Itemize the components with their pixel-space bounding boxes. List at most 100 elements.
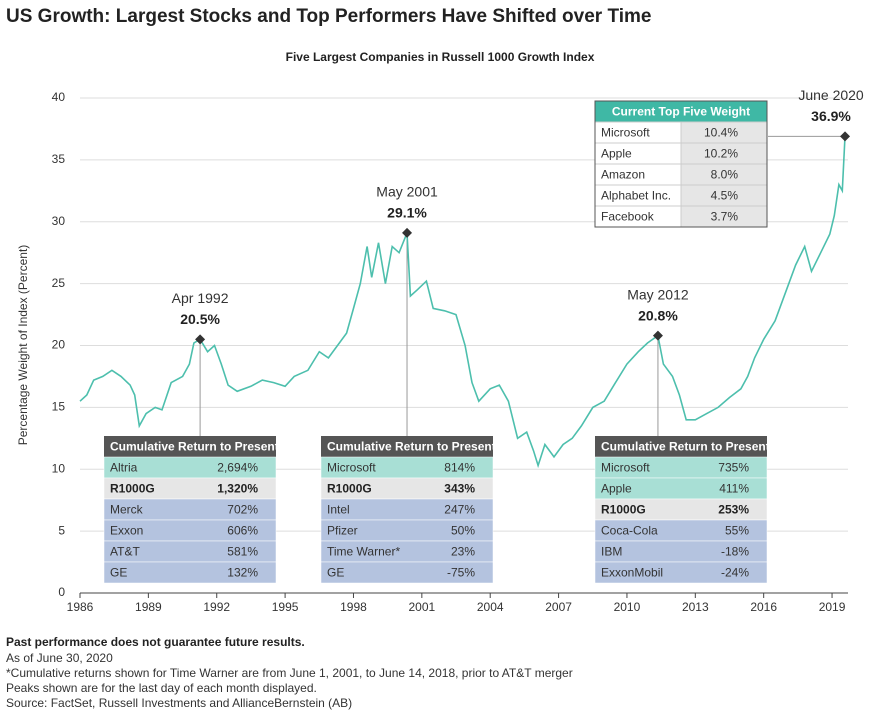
- x-tick-label: 2016: [750, 600, 777, 614]
- footnote: Source: FactSet, Russell Investments and…: [6, 696, 352, 710]
- peak-marker: [652, 330, 663, 341]
- y-tick-label: 25: [52, 276, 66, 290]
- row-name: ExxonMobil: [601, 566, 663, 580]
- row-name: R1000G: [110, 482, 155, 496]
- row-value: 55%: [725, 524, 749, 538]
- row-value: 10.2%: [704, 147, 738, 161]
- y-tick-label: 30: [52, 214, 66, 228]
- footnote: Peaks shown are for the last day of each…: [6, 681, 317, 695]
- row-value: -75%: [447, 566, 475, 580]
- footnote-bold: Past performance does not guarantee futu…: [6, 635, 305, 649]
- row-value: 23%: [451, 545, 475, 559]
- row-name: Alphabet Inc.: [601, 189, 671, 203]
- row-name: Microsoft: [601, 461, 650, 475]
- x-tick-label: 2013: [682, 600, 709, 614]
- table-row: [594, 561, 768, 584]
- table-title: Cumulative Return to Present: [327, 440, 496, 454]
- table-title: Cumulative Return to Present: [110, 440, 279, 454]
- row-value: -24%: [721, 566, 749, 580]
- row-name: Apple: [601, 482, 632, 496]
- row-name: Intel: [327, 503, 350, 517]
- row-value: 814%: [444, 461, 475, 475]
- row-value: 343%: [444, 482, 475, 496]
- row-value: 132%: [227, 566, 258, 580]
- row-value: 8.0%: [711, 168, 739, 182]
- row-value: 581%: [227, 545, 258, 559]
- row-name: Time Warner*: [327, 545, 400, 559]
- y-tick-label: 35: [52, 152, 66, 166]
- row-name: Microsoft: [327, 461, 376, 475]
- row-name: Pfizer: [327, 524, 358, 538]
- row-name: Coca-Cola: [601, 524, 658, 538]
- row-name: Merck: [110, 503, 144, 517]
- x-tick-label: 1986: [67, 600, 94, 614]
- row-value: 702%: [227, 503, 258, 517]
- x-tick-label: 2001: [408, 600, 435, 614]
- y-tick-label: 5: [58, 523, 65, 537]
- table-title: Cumulative Return to Present: [601, 440, 770, 454]
- table-row: [103, 561, 277, 584]
- x-tick-label: 1989: [135, 600, 162, 614]
- x-tick-label: 1995: [272, 600, 299, 614]
- row-value: 10.4%: [704, 126, 738, 140]
- row-name: AT&T: [110, 545, 140, 559]
- row-name: Apple: [601, 147, 632, 161]
- row-value: 735%: [718, 461, 749, 475]
- line: [79, 136, 846, 469]
- row-name: Altria: [110, 461, 138, 475]
- chart-title: US Growth: Largest Stocks and Top Perfor…: [6, 6, 651, 27]
- table-border: [594, 100, 768, 228]
- row-name: GE: [327, 566, 344, 580]
- table-header: [104, 436, 276, 457]
- x-tick-label: 2004: [477, 600, 504, 614]
- peak-marker: [840, 131, 851, 142]
- x-tick-label: 1992: [203, 600, 230, 614]
- row-value: 247%: [444, 503, 475, 517]
- chart-subtitle: Five Largest Companies in Russell 1000 G…: [286, 50, 595, 64]
- row-value: 1,320%: [217, 482, 258, 496]
- row-name: Amazon: [601, 168, 645, 182]
- annotation-value: 29.1%: [387, 205, 427, 221]
- row-value: 4.5%: [711, 189, 739, 203]
- row-value: 411%: [719, 482, 749, 496]
- y-tick-label: 0: [58, 585, 65, 599]
- x-tick-label: 1998: [340, 600, 367, 614]
- row-value: -18%: [721, 545, 749, 559]
- y-axis-label: Percentage Weight of Index (Percent): [16, 245, 30, 446]
- table-header: [595, 101, 767, 122]
- table-row: [320, 561, 494, 584]
- row-value: 50%: [451, 524, 475, 538]
- row-name: R1000G: [327, 482, 372, 496]
- footnote: *Cumulative returns shown for Time Warne…: [6, 666, 573, 680]
- annotation-date: June 2020: [798, 87, 864, 103]
- footnote: As of June 30, 2020: [6, 651, 113, 665]
- peak-marker: [195, 334, 206, 345]
- table-title: Current Top Five Weight: [612, 105, 750, 119]
- table-header: [595, 436, 767, 457]
- annotation-date: Apr 1992: [172, 290, 229, 306]
- row-name: Facebook: [601, 210, 655, 224]
- row-name: IBM: [601, 545, 622, 559]
- peak-marker: [402, 227, 413, 238]
- table-header: [321, 436, 493, 457]
- row-value: 253%: [718, 503, 749, 517]
- annotation-value: 36.9%: [811, 108, 851, 124]
- row-value: 606%: [227, 524, 258, 538]
- row-name: Microsoft: [601, 126, 650, 140]
- x-tick-label: 2010: [614, 600, 641, 614]
- row-name: R1000G: [601, 503, 646, 517]
- x-tick-label: 2019: [819, 600, 846, 614]
- annotation-value: 20.8%: [638, 307, 678, 323]
- annotation-value: 20.5%: [180, 311, 220, 327]
- annotation-date: May 2001: [376, 184, 438, 200]
- y-tick-label: 15: [52, 400, 66, 414]
- y-tick-label: 10: [52, 461, 66, 475]
- y-tick-label: 20: [52, 338, 66, 352]
- y-tick-label: 40: [52, 90, 66, 104]
- row-name: GE: [110, 566, 127, 580]
- row-value: 3.7%: [711, 210, 739, 224]
- x-tick-label: 2007: [545, 600, 572, 614]
- row-name: Exxon: [110, 524, 143, 538]
- annotation-date: May 2012: [627, 286, 689, 302]
